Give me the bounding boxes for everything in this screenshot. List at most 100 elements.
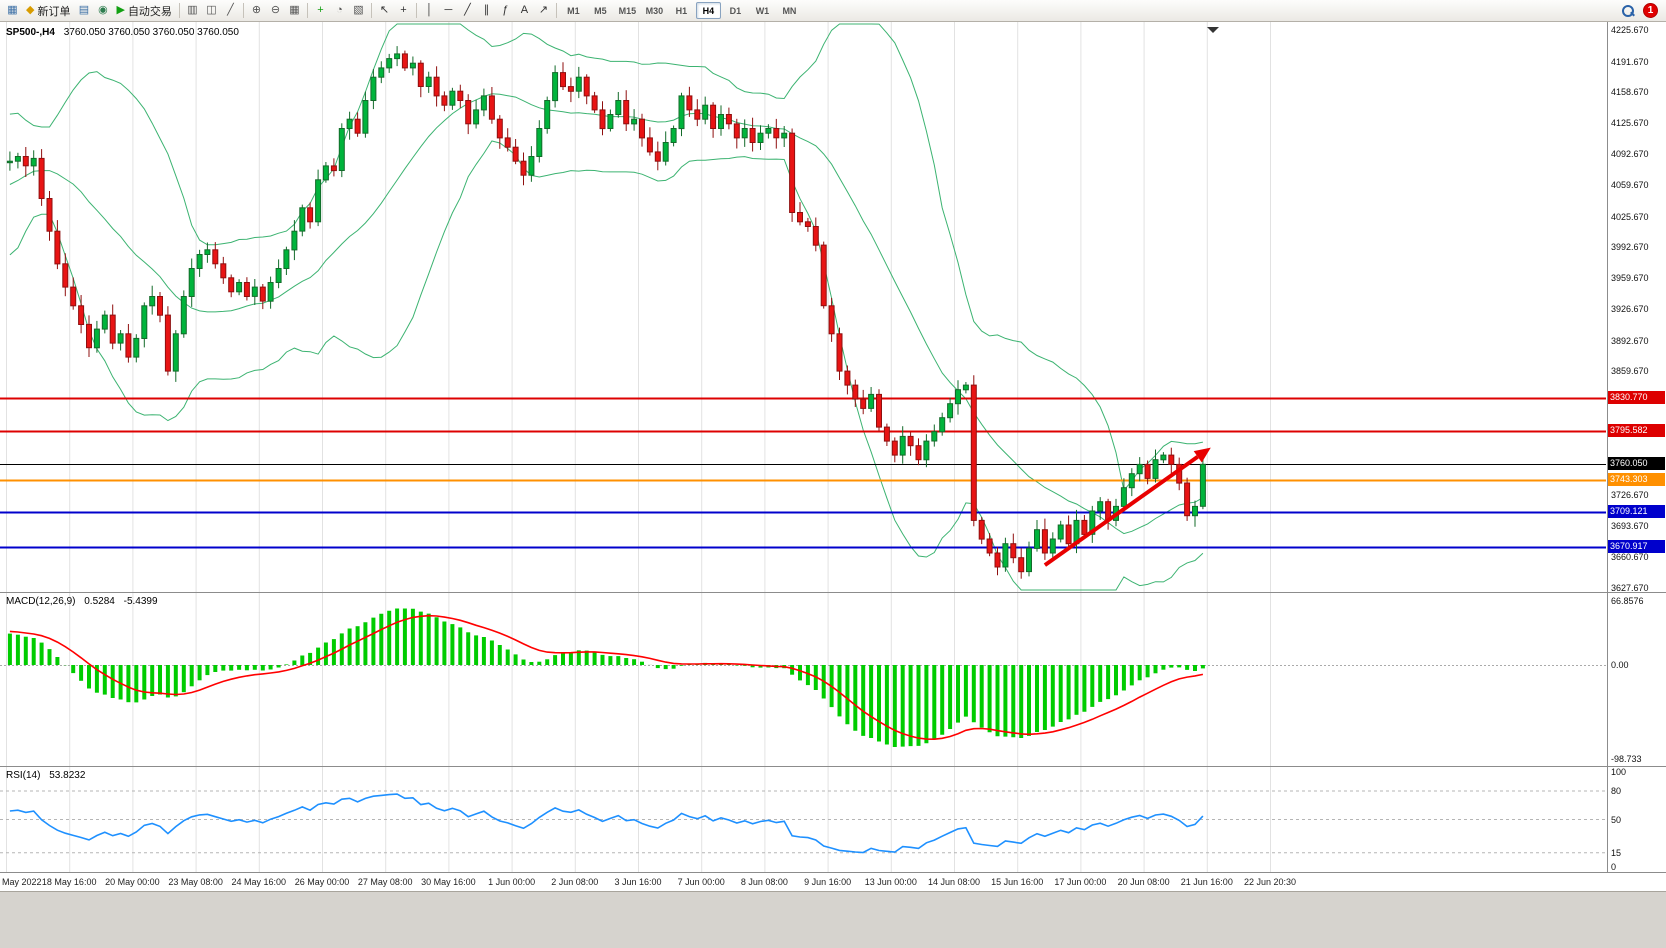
macd-tick: -98.733	[1611, 754, 1642, 764]
time-tick: 7 Jun 00:00	[677, 877, 725, 887]
candle	[259, 286, 266, 302]
zoom-in-button[interactable]: ⊕	[247, 2, 266, 20]
vertical-line-button[interactable]: │	[420, 2, 439, 20]
rsi-value: 53.8232	[49, 770, 86, 781]
candlestick-chart-button[interactable]: ◫	[202, 2, 221, 20]
fibonacci-button[interactable]: ƒ	[496, 2, 515, 20]
notification-badge[interactable]: 1	[1643, 3, 1658, 18]
candle	[1089, 510, 1096, 535]
navigator-button[interactable]: ◉	[93, 2, 112, 20]
chart-title: SP500-,H4 3760.050 3760.050 3760.050 376…	[6, 27, 239, 38]
arrows-button[interactable]: ↗	[534, 2, 553, 20]
price-axis[interactable]: 4225.670 4191.670 4158.670 4125.670 4092.670…	[1608, 22, 1666, 873]
bollinger-upper	[9, 23, 1204, 492]
ohlc-values: 3760.050 3760.050 3760.050 3760.050	[63, 27, 239, 38]
candle	[54, 230, 61, 265]
candle	[101, 314, 108, 330]
candle	[70, 286, 77, 307]
autotrading-button-label: 自动交易	[127, 5, 172, 18]
candle	[891, 440, 898, 456]
market-watch-button[interactable]: ▤	[74, 2, 93, 20]
toolbar-separator	[555, 3, 557, 18]
candle	[1057, 524, 1064, 540]
cursor-button[interactable]: ↖	[375, 2, 394, 20]
timeframe-w1[interactable]: W1	[755, 5, 770, 16]
candle	[947, 403, 954, 419]
price-badge: 3743.303	[1608, 473, 1665, 486]
indicators-button[interactable]: +	[311, 2, 330, 20]
price-tick: 3926.670	[1611, 304, 1649, 314]
candle	[962, 384, 969, 391]
timeframe-m15[interactable]: M15	[618, 5, 637, 16]
candle	[204, 249, 211, 256]
templates-button[interactable]: ▧	[349, 2, 368, 20]
timeframe-m30[interactable]: M30	[645, 5, 664, 16]
candle	[583, 76, 590, 97]
candle	[797, 212, 803, 223]
time-tick: 18 May 16:00	[41, 877, 97, 887]
candle	[6, 160, 13, 164]
timeframe-h4[interactable]: H4	[695, 2, 721, 19]
trendline-button[interactable]: ╱	[458, 2, 477, 20]
macd-title: MACD(12,26,9) 0.5284 -5.4399	[6, 596, 158, 607]
candle	[1097, 501, 1104, 512]
price-tick: 4125.670	[1611, 118, 1649, 128]
zoom-out-button[interactable]: ⊖	[266, 2, 285, 20]
bar-chart-button[interactable]: ▥	[183, 2, 202, 20]
candle	[536, 128, 543, 157]
autotrading-button[interactable]: ▶ 自动交易	[112, 2, 175, 20]
chart-shift-marker	[1207, 27, 1219, 33]
new-order-button[interactable]: ◆ 新订单	[22, 2, 74, 20]
rsi-name: RSI(14)	[6, 770, 41, 781]
timeframe-mn[interactable]: MN	[782, 5, 797, 16]
candle	[883, 426, 890, 442]
candle	[560, 72, 566, 88]
horizontal-line-button[interactable]: ─	[439, 2, 458, 20]
candle	[338, 128, 345, 171]
toolbar-separator	[306, 3, 308, 18]
timeframe-m1[interactable]: M1	[567, 5, 580, 16]
candle	[62, 263, 69, 288]
candle	[1184, 482, 1191, 517]
time-axis[interactable]: May 2022 18 May 16:00 20 May 00:00 23 May 0…	[0, 873, 1666, 891]
time-tick: 30 May 16:00	[421, 877, 476, 887]
periods-button[interactable]: ◔	[330, 2, 349, 20]
candle	[615, 100, 622, 115]
candle	[1128, 473, 1135, 489]
rsi-tick: 80	[1611, 786, 1622, 796]
candle	[157, 296, 163, 316]
chart-window-button[interactable]: ▦	[3, 2, 22, 20]
trend-arrow-head	[1193, 447, 1211, 463]
candle	[1065, 524, 1072, 545]
macd-name: MACD(12,26,9)	[6, 596, 76, 607]
channel-button[interactable]: ∥	[477, 2, 496, 20]
timeframe-d1[interactable]: D1	[729, 5, 742, 16]
price-tick: 3892.670	[1611, 336, 1649, 346]
price-tick: 3992.670	[1611, 242, 1649, 252]
toolbar: ▦ ◆ 新订单 ▤ ◉ ▶ 自动交易 ▥ ◫ ╱ ⊕ ⊖ ▦ + ◔ ▧ ↖ + │ ─ ╱ ∥ ƒ A ↗ M1 M5 M15 M30…	[0, 0, 1666, 22]
candle	[275, 268, 282, 283]
candle	[330, 165, 337, 172]
crosshair-button[interactable]: +	[394, 2, 413, 20]
candle	[1168, 454, 1175, 465]
tile-windows-button[interactable]: ▦	[285, 2, 304, 20]
line-chart-button[interactable]: ╱	[221, 2, 240, 20]
rsi-title: RSI(14) 53.8232	[6, 770, 85, 781]
candle	[789, 132, 796, 213]
price-badge: 3795.582	[1608, 424, 1665, 437]
time-tick: 20 Jun 08:00	[1117, 877, 1170, 887]
timeframe-h1[interactable]: H1	[675, 5, 688, 16]
candle	[378, 67, 385, 78]
candle	[433, 76, 440, 97]
candle	[283, 249, 290, 270]
time-tick: 14 Jun 08:00	[927, 877, 981, 887]
candle	[133, 337, 140, 358]
timeframe-m5[interactable]: M5	[594, 5, 607, 16]
candle	[1002, 543, 1009, 568]
price-badge: 3709.121	[1608, 505, 1665, 518]
search-button[interactable]	[1617, 2, 1638, 20]
time-tick: 2 Jun 08:00	[551, 877, 599, 887]
text-button[interactable]: A	[515, 2, 534, 20]
